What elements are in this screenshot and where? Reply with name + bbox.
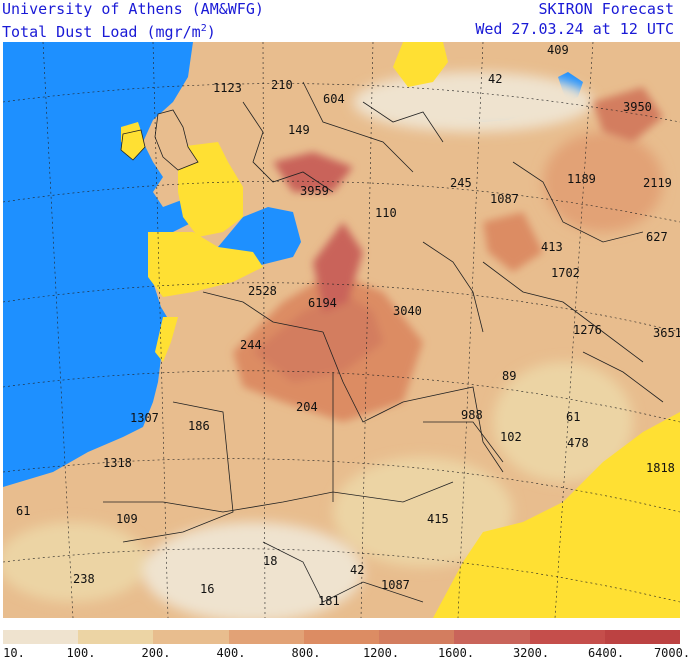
value-label: 478 [567, 436, 589, 450]
colorbar-tick: 7000. [653, 646, 691, 660]
value-label: 1307 [130, 411, 159, 425]
value-label: 3651 [653, 326, 680, 340]
low-dust-north-east [393, 42, 448, 87]
value-label: 210 [271, 78, 293, 92]
colorbar-tick: 10. [3, 646, 25, 660]
field-close: ) [206, 23, 216, 41]
value-label: 1318 [103, 456, 132, 470]
value-label: 409 [547, 43, 569, 57]
colorbar-swatch [303, 630, 380, 644]
value-label: 1702 [551, 266, 580, 280]
value-label: 102 [500, 430, 522, 444]
map-panel: 1123 210 604 42 409 3950 149 3959 110 24… [3, 42, 680, 618]
value-label: 61 [566, 410, 580, 424]
value-label: 1189 [567, 172, 596, 186]
colorbar-tick: 1600. [437, 646, 475, 660]
value-label: 1087 [490, 192, 519, 206]
colorbar-swatch [228, 630, 304, 644]
colorbar-tick: 400. [216, 646, 246, 660]
low-dust-iberia [148, 232, 263, 297]
graticule [3, 42, 680, 618]
value-label: 61 [16, 504, 30, 518]
colorbar-tick: 200. [141, 646, 171, 660]
colorbar-swatch [454, 630, 530, 644]
colorbar-tick: 6400. [587, 646, 625, 660]
value-label: 18 [263, 554, 277, 568]
value-label: 1818 [646, 461, 675, 475]
field-exponent: 2 [200, 23, 207, 34]
value-label: 3959 [300, 184, 329, 198]
value-label: 988 [461, 408, 483, 422]
colorbar-swatch [604, 630, 680, 644]
value-label: 244 [240, 338, 262, 352]
dust-layer-light [3, 72, 663, 618]
field-title: Total Dust Load (mgr/m2) [2, 20, 216, 41]
value-label: 149 [288, 123, 310, 137]
colorbar-tick: 100. [66, 646, 96, 660]
dust-load-map: 1123 210 604 42 409 3950 149 3959 110 24… [3, 42, 680, 618]
value-label: 89 [502, 369, 516, 383]
colorbar-tick: 1200. [362, 646, 400, 660]
value-label: 604 [323, 92, 345, 106]
value-label: 109 [116, 512, 138, 526]
colorbar-tick: 3200. [512, 646, 550, 660]
colorbar-swatch [529, 630, 605, 644]
value-label: 2119 [643, 176, 672, 190]
atlantic-sea [3, 42, 223, 487]
value-label: 181 [318, 594, 340, 608]
institution-title: University of Athens (AM&WFG) [2, 0, 264, 18]
value-labels: 1123 210 604 42 409 3950 149 3959 110 24… [16, 43, 680, 608]
ireland [120, 129, 146, 161]
field-label: Total Dust Load (mgr/m [2, 23, 201, 41]
value-label: 1123 [213, 81, 242, 95]
value-label: 42 [488, 72, 502, 86]
colorbar-ticks: 10. 100. 200. 400. 800. 1200. 1600. 3200… [0, 646, 700, 662]
colorbar [3, 630, 680, 644]
value-label: 3950 [623, 100, 652, 114]
value-label: 413 [541, 240, 563, 254]
value-label: 2528 [248, 284, 277, 298]
value-label: 3040 [393, 304, 422, 318]
value-label: 1276 [573, 323, 602, 337]
model-title: SKIRON Forecast [538, 0, 674, 18]
value-label: 238 [73, 572, 95, 586]
great-britain [154, 109, 199, 171]
value-label: 16 [200, 582, 214, 596]
value-label: 1087 [381, 578, 410, 592]
value-label: 204 [296, 400, 318, 414]
value-label: 110 [375, 206, 397, 220]
colorbar-tick: 800. [291, 646, 321, 660]
valid-time: Wed 27.03.24 at 12 UTC [475, 20, 674, 38]
country-borders [103, 81, 664, 603]
low-dust-east-africa [433, 412, 680, 618]
value-label: 415 [427, 512, 449, 526]
value-label: 245 [450, 176, 472, 190]
colorbar-swatch [379, 630, 455, 644]
colorbar-swatch [3, 630, 79, 644]
value-label: 627 [646, 230, 668, 244]
value-label: 186 [188, 419, 210, 433]
colorbar-swatch [78, 630, 154, 644]
value-label: 6194 [308, 296, 337, 310]
colorbar-swatch [153, 630, 229, 644]
low-dust-iberia-north [178, 142, 243, 237]
value-label: 42 [350, 563, 364, 577]
